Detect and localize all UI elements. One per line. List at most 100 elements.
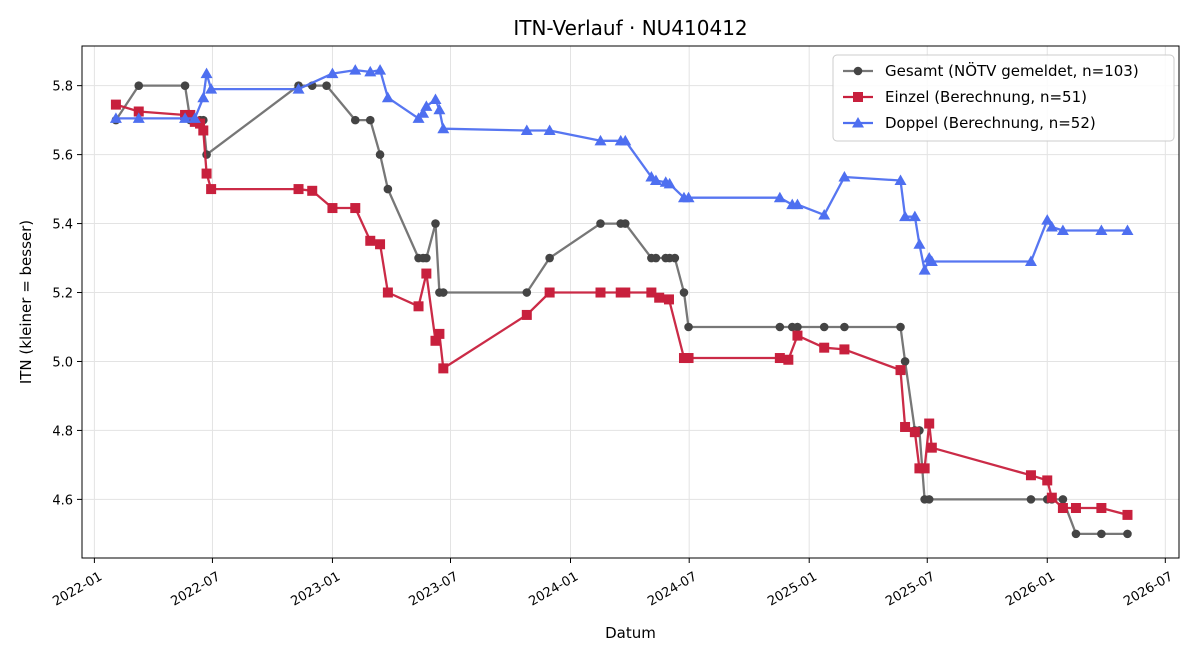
- data-point: [438, 363, 449, 374]
- legend-label-1: Einzel (Berechnung, n=51): [885, 88, 1087, 106]
- data-point: [819, 322, 829, 332]
- data-point: [1026, 495, 1036, 504]
- data-point: [839, 344, 850, 355]
- data-point: [197, 91, 210, 103]
- data-point: [433, 103, 446, 115]
- data-point: [522, 288, 532, 297]
- data-point: [619, 134, 632, 146]
- data-point: [1095, 224, 1108, 235]
- data-point: [133, 106, 144, 117]
- data-point: [180, 81, 190, 90]
- data-point: [791, 198, 804, 210]
- data-point: [434, 328, 445, 339]
- data-point: [322, 81, 331, 90]
- data-point: [670, 253, 680, 263]
- data-point: [1056, 224, 1069, 235]
- legend-label-0: Gesamt (NÖTV gemeldet, n=103): [885, 61, 1139, 80]
- data-point: [684, 322, 693, 332]
- data-point: [1024, 255, 1037, 266]
- legend-box: [832, 54, 1175, 142]
- data-point: [663, 294, 674, 305]
- data-point: [620, 219, 630, 228]
- chart-title: ITN-Verlauf · NU410412: [513, 16, 747, 40]
- data-point: [793, 322, 802, 332]
- data-point: [202, 150, 211, 159]
- data-point: [375, 150, 385, 159]
- data-point: [792, 330, 803, 341]
- data-point: [179, 112, 192, 123]
- data-point: [896, 322, 905, 332]
- data-point: [429, 93, 442, 104]
- data-point: [413, 301, 424, 312]
- data-point: [205, 83, 218, 94]
- data-point: [1096, 503, 1107, 514]
- data-point: [838, 171, 851, 182]
- data-point: [134, 81, 144, 90]
- series-layer: [109, 64, 1134, 539]
- data-point: [924, 495, 934, 504]
- data-point: [840, 322, 849, 332]
- data-point: [775, 322, 785, 332]
- data-point: [1045, 221, 1058, 232]
- data-point: [1025, 470, 1036, 481]
- legend: Gesamt (NÖTV gemeldet, n=103) Einzel (Ber…: [832, 54, 1175, 142]
- series-1: [110, 99, 1133, 520]
- data-point: [663, 177, 676, 189]
- data-point: [925, 255, 938, 266]
- data-point: [1070, 503, 1081, 514]
- data-point: [382, 287, 393, 298]
- legend-marker: [852, 117, 864, 128]
- data-point: [206, 184, 217, 195]
- data-point: [350, 203, 361, 214]
- data-point: [1122, 509, 1133, 520]
- data-point: [620, 287, 631, 298]
- data-point: [1071, 529, 1081, 539]
- data-point: [293, 184, 304, 195]
- legend-marker: [853, 66, 863, 76]
- data-point: [1121, 224, 1134, 235]
- data-point: [201, 168, 212, 179]
- data-point: [132, 112, 145, 123]
- y-tick-label: 5.2: [52, 287, 73, 302]
- data-point: [383, 184, 393, 194]
- data-point: [365, 115, 375, 125]
- data-point: [521, 309, 532, 320]
- data-point: [1046, 492, 1057, 503]
- data-point: [417, 107, 430, 118]
- data-point: [913, 238, 926, 249]
- data-point: [908, 210, 921, 222]
- series-2: [109, 64, 1134, 275]
- data-point: [349, 64, 362, 75]
- y-tick-label: 4.6: [52, 493, 73, 508]
- data-point: [651, 253, 661, 263]
- data-point: [422, 253, 431, 263]
- data-point: [292, 83, 305, 94]
- data-point: [818, 208, 831, 220]
- data-point: [439, 288, 448, 297]
- data-point: [819, 342, 830, 353]
- data-point: [188, 112, 201, 123]
- data-point: [195, 118, 206, 129]
- data-point: [544, 287, 555, 298]
- data-point: [594, 134, 607, 146]
- x-axis-label: Datum: [605, 624, 656, 642]
- data-point: [374, 64, 387, 75]
- data-point: [774, 353, 785, 364]
- data-point: [773, 191, 786, 203]
- data-point: [679, 288, 689, 297]
- data-point: [350, 115, 360, 125]
- data-point: [109, 112, 122, 123]
- data-point: [430, 335, 441, 346]
- data-point: [307, 185, 318, 196]
- data-point: [900, 421, 911, 432]
- data-point: [649, 174, 662, 185]
- data-point: [110, 99, 121, 110]
- data-point: [926, 442, 937, 453]
- data-point: [375, 239, 386, 250]
- data-point: [185, 109, 196, 120]
- data-point: [431, 219, 440, 228]
- y-tick-label: 5.4: [52, 218, 73, 233]
- data-point: [543, 124, 556, 135]
